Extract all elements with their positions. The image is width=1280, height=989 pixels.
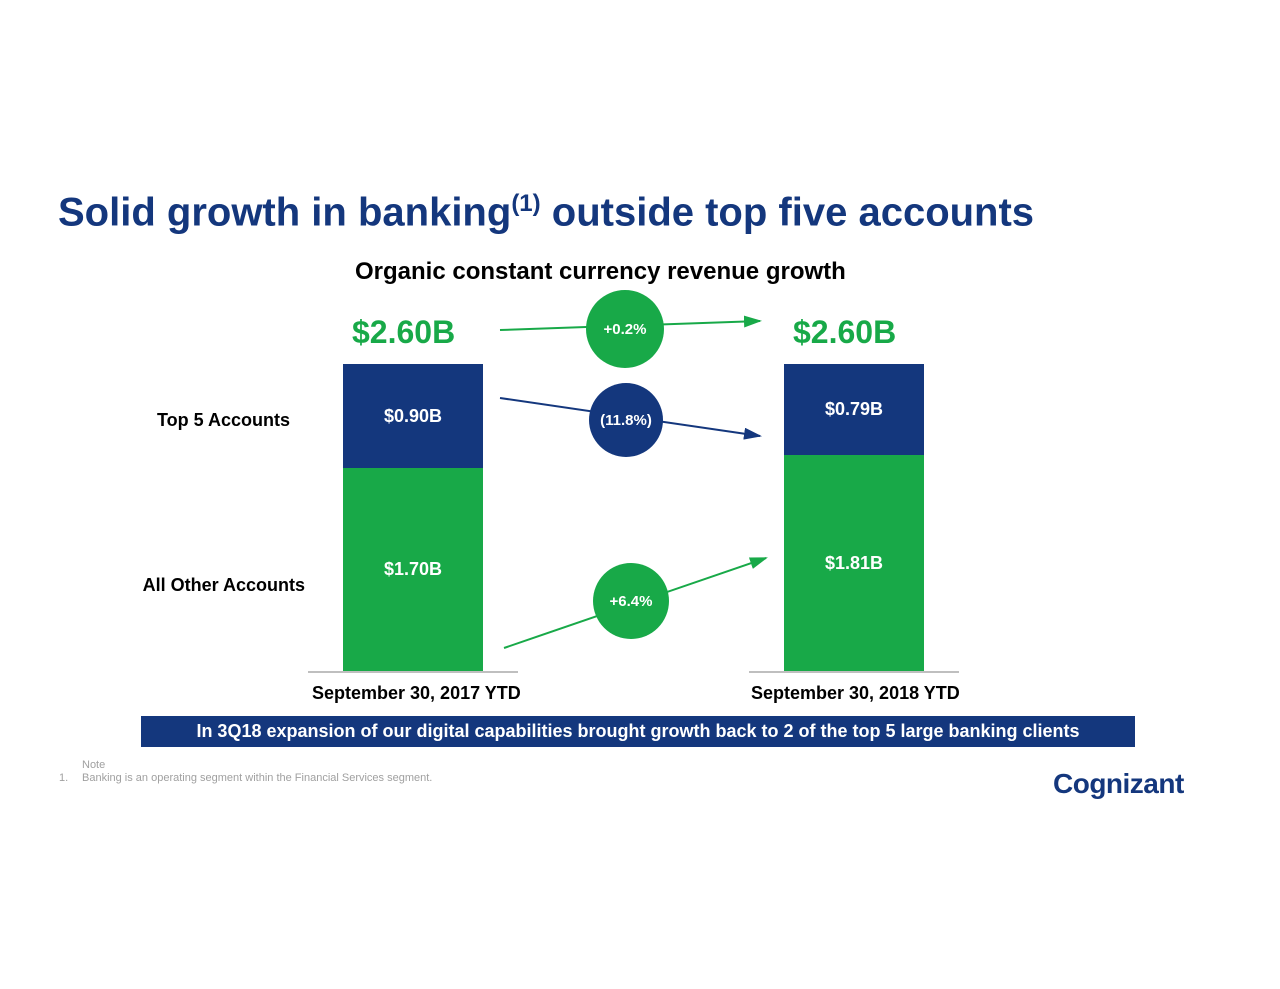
footnote-label: Note (82, 759, 105, 771)
cognizant-logo: Cognizant (1053, 768, 1184, 800)
bar-segment-other: $1.70B (343, 468, 483, 671)
bar-segment-top5: $0.90B (343, 364, 483, 468)
bar-segment-top5: $0.79B (784, 364, 924, 455)
top5-bubble: (11.8%) (589, 383, 663, 457)
other-bubble: +6.4% (593, 563, 669, 639)
footnote-number: 1. (59, 772, 68, 784)
row-label-other: All Other Accounts (140, 575, 305, 596)
bar-axis-label: September 30, 2018 YTD (751, 683, 960, 704)
bar-segment-other: $1.81B (784, 455, 924, 671)
footnote-text: Banking is an operating segment within t… (82, 772, 432, 784)
slide: Solid growth in banking(1) outside top f… (0, 0, 1280, 989)
row-label-top5: Top 5 Accounts (150, 410, 290, 431)
bar-baseline (308, 671, 518, 673)
chart-area: Top 5 Accounts All Other Accounts $1.70B… (0, 0, 1280, 989)
bar-baseline (749, 671, 959, 673)
bar-total-label: $2.60B (352, 314, 455, 351)
total-bubble: +0.2% (586, 290, 664, 368)
callout-bar: In 3Q18 expansion of our digital capabil… (141, 716, 1135, 747)
bar-total-label: $2.60B (793, 314, 896, 351)
bar-axis-label: September 30, 2017 YTD (312, 683, 521, 704)
arrows-layer (0, 0, 1280, 989)
